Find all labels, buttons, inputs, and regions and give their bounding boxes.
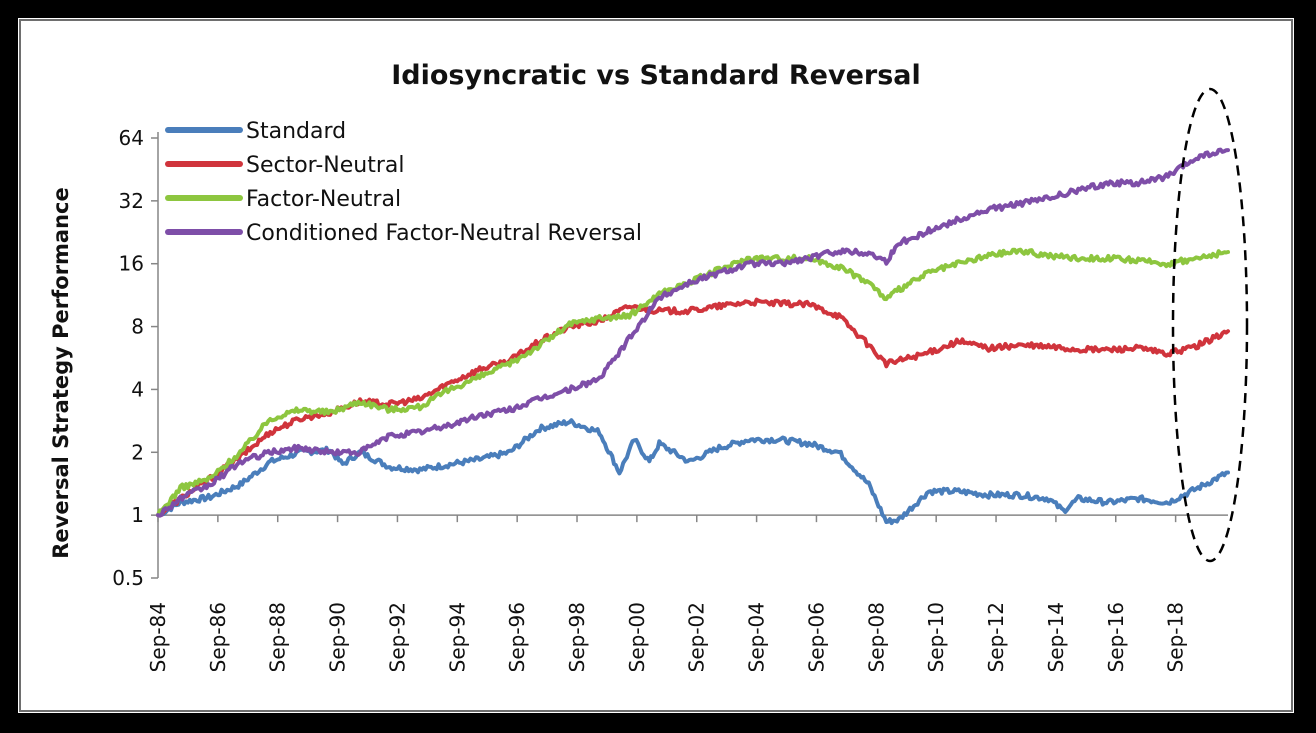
x-tick-label: Sep-16 — [1104, 602, 1128, 672]
y-tick-label: 16 — [119, 252, 144, 276]
y-tick-label: 2 — [131, 440, 144, 464]
series-lines — [156, 147, 1230, 526]
series-line-1 — [156, 418, 1230, 526]
x-tick-label: Sep-04 — [745, 602, 769, 672]
legend-label: Standard — [246, 119, 346, 144]
x-tick-label: Sep-08 — [864, 602, 888, 672]
x-axis-ticks: Sep-84 Sep-86 Sep-88 Sep-90 Sep-92 Sep-94 Sep-… — [146, 515, 1188, 672]
chart-border — [19, 19, 1293, 712]
x-tick-label: Sep-96 — [505, 602, 529, 672]
x-tick-label: Sep-02 — [685, 602, 709, 672]
highlight-ellipse — [1171, 87, 1249, 563]
chart-frame: Idiosyncratic vs Standard Reversal Rever… — [18, 18, 1294, 713]
x-tick-label: Sep-98 — [565, 602, 589, 672]
y-tick-label: 1 — [131, 503, 144, 527]
y-tick-label: 0.5 — [112, 566, 144, 590]
x-tick-label: Sep-88 — [266, 602, 290, 672]
x-tick-label: Sep-94 — [445, 602, 469, 672]
x-tick-label: Sep-00 — [625, 602, 649, 672]
y-tick-label: 64 — [119, 126, 144, 150]
x-tick-label: Sep-10 — [924, 602, 948, 672]
chart-svg: Idiosyncratic vs Standard Reversal Rever… — [19, 19, 1293, 712]
y-tick-label: 32 — [119, 189, 144, 213]
chart-title: Idiosyncratic vs Standard Reversal — [391, 60, 921, 91]
y-tick-label: 4 — [131, 377, 144, 401]
x-tick-label: Sep-12 — [984, 602, 1008, 672]
x-tick-label: Sep-84 — [146, 602, 170, 672]
x-tick-label: Sep-18 — [1164, 602, 1188, 672]
legend-label: Sector-Neutral — [246, 153, 404, 178]
legend-label: Factor-Neutral — [246, 187, 401, 212]
legend-label: Conditioned Factor-Neutral Reversal — [246, 221, 642, 246]
legend: Standard Sector-Neutral Factor-Neutral Cond… — [165, 119, 642, 246]
x-tick-label: Sep-86 — [206, 602, 230, 672]
series-line-4 — [156, 147, 1230, 518]
axes — [157, 132, 1228, 578]
y-tick-label: 8 — [131, 315, 144, 339]
x-tick-label: Sep-90 — [326, 602, 350, 672]
y-axis-label: Reversal Strategy Performance — [49, 187, 73, 559]
x-tick-label: Sep-06 — [804, 602, 828, 672]
x-tick-label: Sep-92 — [385, 602, 409, 672]
x-tick-label: Sep-14 — [1044, 602, 1068, 672]
y-axis-ticks: 0.5 1 2 4 8 16 32 64 — [112, 126, 158, 590]
